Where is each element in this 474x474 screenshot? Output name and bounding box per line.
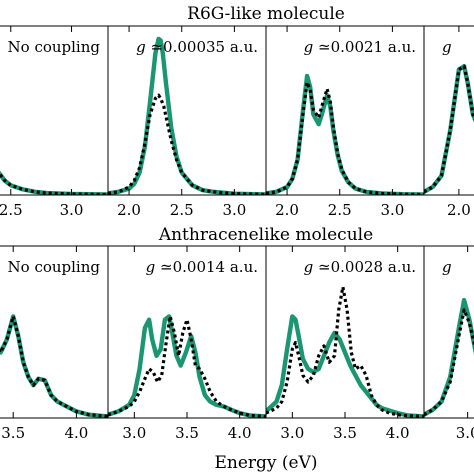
- series-line-solid-5: [108, 314, 266, 418]
- panels-group: No coupling 2.5 3.0 g ≃0.00035 a.u. 2.0 2.5 3.…: [0, 25, 474, 442]
- x-tick-label: 3.5: [333, 424, 357, 442]
- x-tick-label: 3.0: [60, 201, 84, 219]
- series-line-solid-0: [0, 170, 108, 195]
- series-line-dotted-0: [0, 171, 108, 195]
- panel-frame: [423, 245, 474, 419]
- x-tick-label: 3.0: [122, 424, 146, 442]
- x-tick-label: 3.0: [456, 424, 474, 442]
- row-title-top: R6G-like molecule: [187, 4, 345, 24]
- panel-frame: [423, 25, 474, 196]
- panel-plot-area: g: [424, 258, 474, 417]
- panel-title-symbol: g: [442, 258, 452, 276]
- panel-plot-area: No coupling: [0, 38, 108, 195]
- x-tick-label: 4.0: [228, 424, 252, 442]
- row-title-bottom: Anthracenelike molecule: [158, 225, 373, 245]
- series-line-dotted-7: [424, 308, 474, 417]
- panel-plot-area: No coupling: [0, 258, 108, 418]
- panel-title-symbol: g: [304, 258, 314, 276]
- panel-plot-area: g ≃0.0014 a.u.: [108, 258, 266, 418]
- series-line-solid-7: [424, 297, 474, 417]
- panel-title: g ≃0.0021 a.u.: [304, 38, 416, 56]
- panel-title-value: ≃0.0028 a.u.: [313, 258, 416, 276]
- panel-plot-area: g ≃0.0021 a.u.: [266, 38, 424, 195]
- chart-panel-1: g ≃0.00035 a.u. 2.0 2.5 3.0: [107, 25, 267, 219]
- panel-title: No coupling: [8, 38, 101, 56]
- chart-panel-4: No coupling 3.5 4.0: [0, 245, 109, 442]
- chart-panel-3: g 2.0: [423, 25, 474, 219]
- panel-title: No coupling: [8, 258, 101, 276]
- series-line-dotted-2: [266, 80, 424, 195]
- x-tick-label: 2.5: [170, 201, 194, 219]
- chart-panel-6: g ≃0.0028 a.u. 3.0 3.5 4.0: [265, 245, 425, 442]
- x-tick-label: 3.0: [222, 201, 246, 219]
- panel-title: g ≃0.0028 a.u.: [304, 258, 416, 276]
- x-tick-label: 2.5: [328, 201, 352, 219]
- x-tick-label: 3.5: [175, 424, 199, 442]
- x-tick-label: 2.0: [447, 201, 471, 219]
- series-line-solid-6: [266, 314, 424, 418]
- panel-plot-area: g ≃0.00035 a.u.: [108, 36, 266, 195]
- series-line-dotted-1: [108, 93, 266, 195]
- panel-title-value: ≃0.00035 a.u.: [146, 38, 258, 56]
- x-tick-label: 2.5: [0, 201, 23, 219]
- chart-panel-0: No coupling 2.5 3.0: [0, 25, 109, 219]
- x-axis-label: Energy (eV): [214, 453, 317, 473]
- series-line-dotted-3: [424, 64, 474, 194]
- chart-panel-7: g 3.0: [423, 245, 474, 442]
- panel-title-symbol: g: [442, 38, 452, 56]
- series-line-solid-1: [108, 36, 266, 195]
- panel-title: g ≃0.0014 a.u.: [146, 258, 258, 276]
- panel-title-value: ≃0.0021 a.u.: [313, 38, 416, 56]
- x-tick-label: 3.0: [280, 424, 304, 442]
- x-tick-label: 2.0: [275, 201, 299, 219]
- chart-panel-2: g ≃0.0021 a.u. 2.0 2.5 3.0: [265, 25, 425, 219]
- panel-title: g: [442, 258, 452, 276]
- x-tick-label: 4.0: [64, 424, 88, 442]
- chart-panel-5: g ≃0.0014 a.u. 3.0 3.5 4.0: [107, 245, 267, 442]
- panel-title: g ≃0.00035 a.u.: [136, 38, 258, 56]
- x-tick-label: 3.5: [1, 424, 25, 442]
- panel-title-symbol: g: [146, 258, 156, 276]
- panel-plot-area: g: [424, 38, 474, 194]
- panel-title-symbol: g: [304, 38, 314, 56]
- x-tick-label: 3.0: [380, 201, 404, 219]
- panel-plot-area: g ≃0.0028 a.u.: [266, 258, 424, 418]
- x-tick-label: 2.0: [117, 201, 141, 219]
- panel-title-symbol: g: [136, 38, 146, 56]
- series-line-solid-2: [266, 73, 424, 195]
- panel-title-value: ≃0.0014 a.u.: [155, 258, 258, 276]
- series-line-solid-4: [0, 314, 108, 418]
- x-tick-label: 4.0: [386, 424, 410, 442]
- series-line-dotted-6: [266, 285, 424, 418]
- panel-title: g: [442, 38, 452, 56]
